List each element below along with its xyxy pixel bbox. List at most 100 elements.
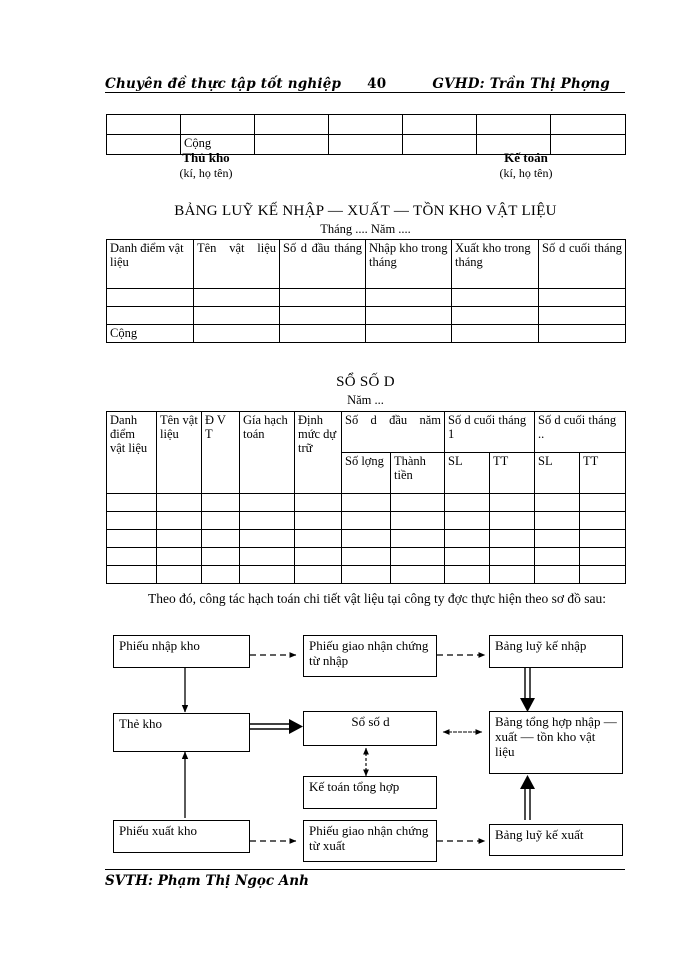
table-row <box>106 493 626 512</box>
table-row: Cộng <box>106 324 626 343</box>
flow-box-ke-toan-tong-hop[interactable]: Kế toán tổng hợp <box>303 776 437 809</box>
table-row <box>106 529 626 548</box>
cell <box>390 547 445 566</box>
header-advisor: GVHD: Trần Thị Phợng <box>432 76 610 92</box>
cell <box>156 511 202 530</box>
cell <box>279 324 366 343</box>
cell <box>534 493 580 512</box>
column-header: Đ V T <box>201 411 240 494</box>
footer-student-name: SVTH: Phạm Thị Ngọc Anh <box>105 873 309 889</box>
cell <box>341 511 391 530</box>
cell <box>328 114 403 135</box>
cell <box>279 288 366 307</box>
flow-box-phieu-giao-nhan-xuat[interactable]: Phiếu giao nhận chứng từ xuất <box>303 820 437 862</box>
flow-box-label: Kế toán tổng hợp <box>309 779 400 794</box>
table-top-fragment: Cộng <box>106 114 626 155</box>
table-so-so-d: Danh điểm vật liệu Tên vật liệu Đ V T Gí… <box>106 411 626 584</box>
cell <box>538 324 626 343</box>
cell <box>476 114 551 135</box>
table-row <box>106 288 626 307</box>
table-row <box>106 306 626 325</box>
column-header: Gía hạch toán <box>239 411 295 494</box>
cell <box>201 511 240 530</box>
flow-box-label: Phiếu nhập kho <box>119 638 200 653</box>
column-header: Danh điểm vật liệu <box>106 239 194 289</box>
cell <box>579 493 626 512</box>
cell <box>390 565 445 584</box>
cell <box>294 529 342 548</box>
running-footer: SVTH: Phạm Thị Ngọc Anh <box>105 869 625 889</box>
cell <box>534 511 580 530</box>
flow-box-the-kho[interactable]: Thẻ kho <box>113 713 250 752</box>
column-header-group: Số d cuối tháng 1 <box>444 411 535 453</box>
signature-note-label: (kí, họ tên) <box>179 166 233 181</box>
cell <box>156 529 202 548</box>
column-header-group: Số d cuối tháng .. <box>534 411 626 453</box>
cell <box>390 529 445 548</box>
flow-box-label: Bảng luỹ kế nhập <box>495 638 587 653</box>
cell <box>489 529 535 548</box>
flow-box-label: Sổ số d <box>351 714 390 729</box>
cell <box>444 547 490 566</box>
column-header: Số d đầu tháng <box>279 239 366 289</box>
bang-luy-ke-title: BẢNG LUỸ KẾ NHẬP — XUẤT — TỒN KHO VẬT LI… <box>174 203 557 219</box>
table-header-row-sub: Số lợng Thành tiền SL TT SL TT <box>107 452 626 494</box>
cell <box>279 306 366 325</box>
cell <box>550 134 626 155</box>
table-row <box>106 547 626 566</box>
flow-box-phieu-giao-nhan-nhap[interactable]: Phiếu giao nhận chứng từ nhập <box>303 635 437 677</box>
column-header: Danh điểm vật liệu <box>106 411 157 494</box>
cell <box>156 493 202 512</box>
cell <box>489 511 535 530</box>
cell <box>534 529 580 548</box>
flow-box-label: Phiếu giao nhận chứng từ nhập <box>309 638 429 668</box>
cell <box>451 306 539 325</box>
flow-box-bang-luy-ke-xuat[interactable]: Bảng luỹ kế xuất <box>489 824 623 856</box>
cell <box>444 493 490 512</box>
flow-box-label: Phiếu giao nhận chứng từ xuất <box>309 823 429 853</box>
cell <box>193 288 280 307</box>
cell <box>341 547 391 566</box>
column-header: Xuất kho trong tháng <box>451 239 539 289</box>
cell <box>579 529 626 548</box>
column-subheader: SL <box>534 452 580 494</box>
flow-box-bang-tong-hop[interactable]: Bảng tổng hợp nhập — xuất — tồn kho vật … <box>489 711 623 774</box>
flow-box-phieu-nhap-kho[interactable]: Phiếu nhập kho <box>113 635 250 668</box>
signature-ke-toan: Kế toán (kí, họ tên) <box>456 150 596 181</box>
cell <box>156 547 202 566</box>
cell <box>451 288 539 307</box>
cell <box>402 114 477 135</box>
running-header: Chuyên đề thực tập tốt nghiệp 40 GVHD: T… <box>105 68 625 93</box>
column-header-group: Số d đầu năm <box>341 411 445 453</box>
flow-box-phieu-xuat-kho[interactable]: Phiếu xuất kho <box>113 820 250 853</box>
cell <box>579 547 626 566</box>
flow-box-label: Bảng luỹ kế xuất <box>495 827 584 842</box>
cell <box>489 493 535 512</box>
flow-box-label: Phiếu xuất kho <box>119 823 197 838</box>
cell <box>201 565 240 584</box>
cell <box>201 547 240 566</box>
column-subheader: SL <box>444 452 490 494</box>
column-subheader: TT <box>489 452 535 494</box>
table-bang-luy-ke: Danh điểm vật liệu Tên vật liệu Số d đầu… <box>106 239 626 343</box>
cell <box>294 547 342 566</box>
cell <box>451 324 539 343</box>
signature-role-label: Kế toán <box>504 150 548 165</box>
arrowhead-thekho-to-sososod <box>289 719 303 734</box>
flow-box-bang-luy-ke-nhap[interactable]: Bảng luỹ kế nhập <box>489 635 623 668</box>
cell <box>106 565 157 584</box>
signature-note-label: (kí, họ tên) <box>499 166 553 181</box>
cell <box>193 306 280 325</box>
table-header-row-group: Danh điểm vật liệu Tên vật liệu Đ V T Gí… <box>106 411 626 494</box>
column-header: Nhập kho trong tháng <box>365 239 452 289</box>
cell <box>550 114 626 135</box>
cell <box>489 565 535 584</box>
flow-box-so-so-d[interactable]: Sổ số d <box>303 711 437 746</box>
cell <box>254 114 329 135</box>
cell <box>365 288 452 307</box>
cell <box>239 493 295 512</box>
column-subheader: Số lợng <box>341 452 391 494</box>
cell <box>193 324 280 343</box>
cell <box>341 529 391 548</box>
